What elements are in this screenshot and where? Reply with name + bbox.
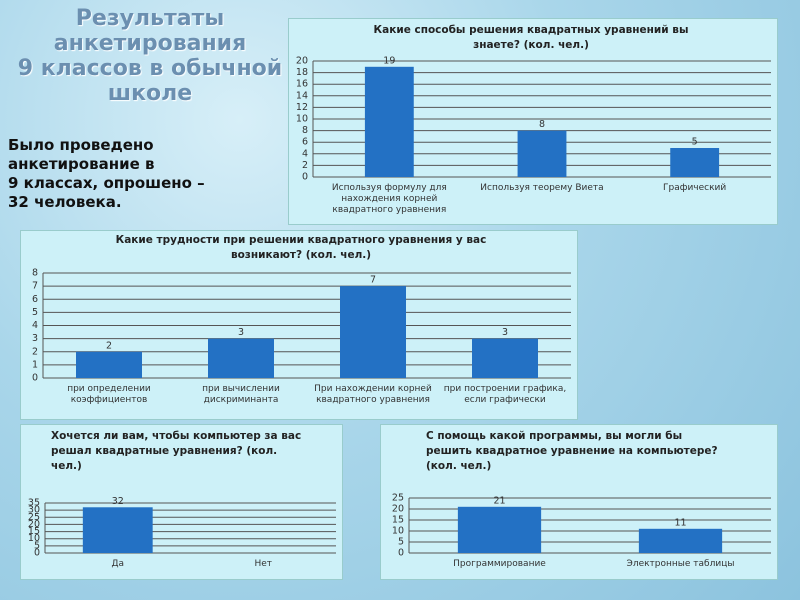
bar [208,338,274,378]
x-tick-label: Нет [254,559,273,569]
title-line: 9 классов в обычной [17,56,283,81]
bar [517,130,567,177]
bar [472,338,538,378]
y-tick-label: 8 [32,268,38,279]
text-line: 32 человека. [8,193,122,211]
text-line: Было проведено [8,136,154,154]
text-line: 9 классах, опрошено – [8,174,205,192]
bar [364,66,414,177]
title-line: анкетирования [53,31,247,56]
y-tick-label: 25 [28,512,40,523]
y-tick-label: 16 [296,79,308,90]
value-label: 19 [383,55,395,66]
chart-title: Какие трудности при решении квадратного … [115,234,487,261]
y-tick-label: 20 [296,56,308,67]
bar [340,286,406,378]
value-label: 21 [493,495,505,506]
y-tick-label: 2 [32,346,38,357]
y-tick-label: 10 [28,533,40,544]
y-tick-label: 14 [296,90,308,101]
x-tick-label: при вычислении дискриминанта [202,384,280,405]
y-tick-label: 15 [28,526,40,537]
y-tick-label: 18 [296,67,308,78]
y-tick-label: 0 [398,548,404,559]
chart-title: С помощь какой программы, вы могли бы ре… [426,430,718,472]
y-tick-label: 7 [32,281,38,292]
title-line: школе [107,81,193,106]
y-tick-label: 25 [392,493,404,504]
bar [76,351,142,378]
chart-title: Хочется ли вам, чтобы компьютер за вас р… [51,430,302,472]
y-tick-label: 15 [392,515,404,526]
y-tick-label: 5 [32,307,38,318]
plot: 0 1 2 3 4 5 6 7 8 2 3 7 3 [32,268,571,384]
x-tick-label: Используя формулу для нахождения корней … [331,183,447,215]
value-label: 5 [692,137,698,148]
x-tick-label: При нахождении корней квадратного уравне… [314,384,432,405]
x-tick-label: при определении коэффициентов [67,384,151,405]
y-tick-label: 1 [32,359,38,370]
value-label: 3 [238,327,244,338]
x-tick-label: Используя теорему Виета [480,183,604,193]
y-tick-label: 5 [34,540,40,551]
y-tick-label: 20 [28,519,40,530]
slide-text: Было проведено анкетирование в 9 классах… [8,136,205,212]
value-label: 8 [539,119,545,130]
y-tick-label: 2 [302,160,308,171]
x-tick-label: Электронные таблицы [626,559,735,569]
chart-panel: С помощь какой программы, вы могли бы ре… [380,424,778,580]
y-tick-label: 8 [302,125,308,136]
x-tick-label: Графический [663,183,727,193]
value-label: 3 [502,327,508,338]
y-tick-label: 4 [32,320,38,331]
title-line: Результаты [75,6,225,31]
text-line: анкетирование в [8,155,155,173]
chart-title: Какие способы решения квадратных уравнен… [373,24,689,51]
chart-panel: Какие способы решения квадратных уравнен… [288,18,778,225]
y-tick-label: 0 [34,548,40,559]
bar [670,148,720,177]
x-tick-label: Да [111,559,125,569]
value-label: 7 [370,275,376,286]
y-tick-label: 12 [296,102,308,113]
bar [638,528,723,553]
y-tick-label: 4 [302,148,308,159]
value-label: 32 [112,496,124,507]
chart-panel: Хочется ли вам, чтобы компьютер за вас р… [20,424,343,580]
y-tick-label: 10 [392,526,404,537]
y-tick-label: 0 [32,373,38,384]
x-tick-label: Программирование [453,559,546,569]
y-tick-label: 30 [28,505,40,516]
value-label: 2 [106,340,112,351]
slide-title: Результаты анкетирования 9 классов в обы… [0,6,300,106]
y-tick-label: 6 [32,294,38,305]
y-tick-label: 10 [296,114,308,125]
y-tick-label: 5 [398,537,404,548]
value-label: 11 [674,517,686,528]
y-tick-label: 0 [302,172,308,183]
bar [457,506,542,553]
y-tick-label: 35 [28,498,40,509]
y-tick-label: 3 [32,333,38,344]
chart-panel: Какие трудности при решении квадратного … [20,230,578,420]
x-tick-label: при построении графика, если графически [443,384,567,405]
y-tick-label: 6 [302,137,308,148]
bar [82,507,153,553]
y-tick-label: 20 [392,504,404,515]
